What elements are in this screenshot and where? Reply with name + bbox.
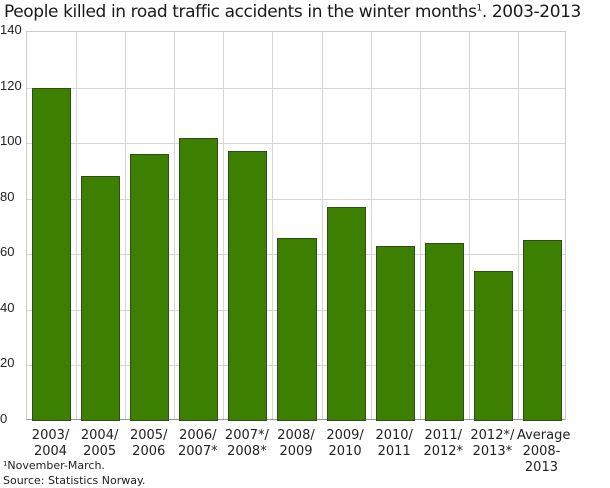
x-tick-label: 2005/ 2006 <box>129 428 168 459</box>
gridline <box>223 32 225 419</box>
y-tick-label: 120 <box>0 77 22 93</box>
x-tick-label: 2004/ 2005 <box>80 428 119 459</box>
footnote: ¹November-March. <box>3 459 105 472</box>
chart-title: People killed in road traffic accidents … <box>4 2 581 22</box>
bar <box>375 245 415 421</box>
bar <box>473 270 513 421</box>
gridline <box>419 32 421 419</box>
bar <box>130 154 170 421</box>
bar <box>326 207 366 421</box>
bar <box>81 176 121 421</box>
gridline <box>27 87 565 89</box>
y-tick-label: 80 <box>0 188 15 204</box>
gridline <box>174 32 176 419</box>
x-tick-label: 2003/ 2004 <box>31 428 70 459</box>
x-tick-label: 2007*/ 2008* <box>224 428 269 459</box>
bar <box>424 243 464 421</box>
y-tick-label: 40 <box>0 299 15 315</box>
y-tick-label: 100 <box>0 133 22 149</box>
y-tick-label: 140 <box>0 22 22 37</box>
x-tick-label: 2012*/ 2013* <box>470 428 515 459</box>
gridline <box>76 32 78 419</box>
gridline <box>27 198 565 200</box>
plot-area <box>26 31 566 421</box>
bar <box>522 240 562 421</box>
y-tick-label: 20 <box>0 355 15 371</box>
gridline <box>370 32 372 419</box>
source-note: Source: Statistics Norway. <box>3 474 146 487</box>
x-tick-label: Average 2008- 2013 <box>516 428 571 475</box>
gridline <box>125 32 127 419</box>
gridline <box>517 32 519 419</box>
x-tick-label: 2009/ 2010 <box>326 428 364 459</box>
bar <box>179 137 219 421</box>
bar <box>277 237 317 421</box>
bar <box>32 87 72 421</box>
x-tick-label: 2010/ 2011 <box>375 428 413 459</box>
x-tick-label: 2011/ 2012* <box>423 428 464 459</box>
gridline <box>468 32 470 419</box>
x-tick-label: 2006/ 2007* <box>178 428 218 459</box>
x-tick-label: 2008/ 2009 <box>277 428 315 459</box>
y-tick-label: 0 <box>0 411 8 426</box>
y-tick-label: 60 <box>0 244 15 260</box>
gridline <box>27 143 565 145</box>
bar <box>228 151 268 421</box>
gridline <box>272 32 274 419</box>
gridline <box>321 32 323 419</box>
